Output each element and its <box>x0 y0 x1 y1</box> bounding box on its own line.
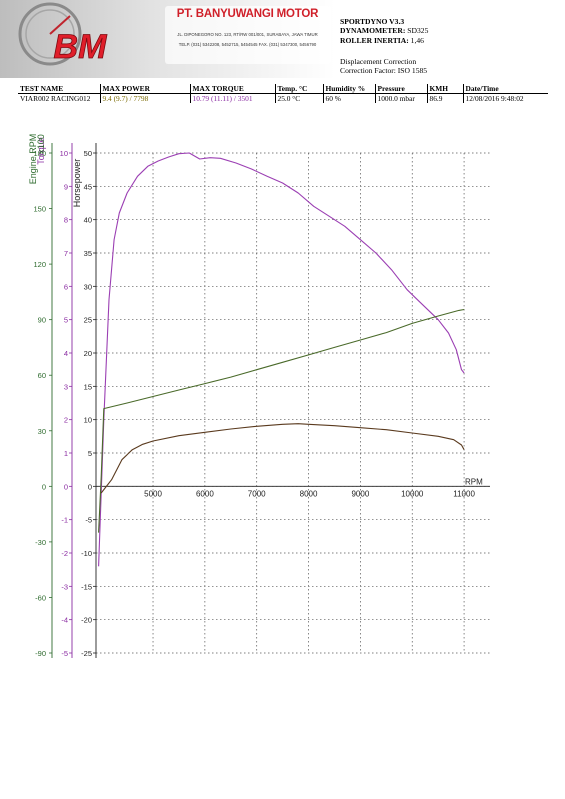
cell-pressure: 1000.0 mbar <box>374 93 427 103</box>
speedometer-icon <box>18 2 82 66</box>
torque-tick-label: 10 <box>60 149 68 158</box>
horsepower-tick-label: 20 <box>84 349 92 358</box>
torque-tick-label: 4 <box>64 349 68 358</box>
x-tick-label: 5000 <box>144 489 162 498</box>
correction-factor: Correction Factor: ISO 1585 <box>340 66 428 75</box>
results-data-row: VIAR002 RACING012 9.4 (9.7) / 7798 10.79… <box>18 93 548 103</box>
horsepower-tick-label: -5 <box>85 516 92 525</box>
horsepower-axis-title: Horsepower <box>72 159 82 208</box>
series-line-2 <box>100 423 465 494</box>
dynamometer-info: DYNAMOMETER: SD325 <box>340 26 429 35</box>
header-temp: Temp. °C <box>274 84 323 94</box>
torque-tick-label: 5 <box>64 316 68 325</box>
displacement-correction: Displacement Correction <box>340 57 417 66</box>
engine-rpm-tick-label: 150 <box>33 205 46 214</box>
engine-rpm-tick-label: 0 <box>42 482 46 491</box>
torque-tick-label: 7 <box>64 249 68 258</box>
horsepower-tick-label: 0 <box>88 482 92 491</box>
torque-tick-label: 2 <box>64 416 68 425</box>
dyno-chart: 5000 6000 7000 8000 9000 10000 11000RPM5045403… <box>28 134 490 658</box>
cell-max-torque: 10.79 (11.11) / 3501 <box>189 93 275 103</box>
header-datetime: Date/Time <box>462 84 548 94</box>
cell-max-power: 9.4 (9.7) / 7798 <box>99 93 190 103</box>
series-line-3 <box>98 308 465 533</box>
torque-tick-label: -1 <box>61 516 68 525</box>
engine-rpm-tick-label: -30 <box>35 538 46 547</box>
x-tick-label: 11000 <box>453 489 475 498</box>
chart-axes: 5000 6000 7000 8000 9000 10000 11000RPM5045403… <box>28 134 490 658</box>
horsepower-tick-label: -25 <box>81 649 92 658</box>
x-tick-label: 7000 <box>248 489 266 498</box>
torque-tick-label: -2 <box>61 549 68 558</box>
engine-rpm-tick-label: 180 <box>33 149 46 158</box>
horsepower-tick-label: -15 <box>81 582 92 591</box>
company-address-line-2: TELP. (031) 5342208, 5452715, 5454545 FA… <box>178 42 317 47</box>
dealer-logo-banner: BM PT. BANYUWANGI MOTOR JL. DIPONEGORO N… <box>0 0 335 80</box>
torque-tick-label: 1 <box>64 449 68 458</box>
horsepower-tick-label: 30 <box>84 282 92 291</box>
header-max-torque: MAX TORQUE <box>189 84 275 94</box>
x-tick-label: 9000 <box>351 489 369 498</box>
engine-rpm-tick-label: -60 <box>35 593 46 602</box>
company-address-line-1: JL. DIPONEGORO NO. 123, RT/RW 001/001, S… <box>177 32 318 37</box>
cell-temp: 25.0 °C <box>274 93 323 103</box>
torque-tick-label: -5 <box>61 649 68 658</box>
software-name: SPORTDYNO V3.3 <box>340 17 405 26</box>
horsepower-tick-label: 5 <box>88 449 92 458</box>
engine-rpm-tick-label: 30 <box>38 427 46 436</box>
horsepower-tick-label: 40 <box>84 216 92 225</box>
horsepower-tick-label: 50 <box>84 149 92 158</box>
torque-tick-label: 9 <box>64 182 68 191</box>
engine-rpm-axis-sublabel: x100 <box>36 134 46 154</box>
cell-kmh: 86.9 <box>426 93 463 103</box>
horsepower-tick-label: 45 <box>84 182 92 191</box>
torque-axis-title: Torque <box>36 137 46 165</box>
horsepower-tick-label: 25 <box>84 316 92 325</box>
results-header-row: TEST NAME MAX POWER MAX TORQUE Temp. °C … <box>18 84 548 94</box>
cell-datetime: 12/08/2016 9:48:02 <box>462 93 548 103</box>
engine-rpm-tick-label: 120 <box>33 260 46 269</box>
header-pressure: Pressure <box>374 84 427 94</box>
logo-text: BM <box>54 28 108 66</box>
horsepower-tick-label: 10 <box>84 416 92 425</box>
roller-inertia-info: ROLLER INERTIA: 1,46 <box>340 36 424 45</box>
torque-tick-label: -3 <box>61 582 68 591</box>
header-humidity: Humidity % <box>322 84 375 94</box>
x-tick-label: 8000 <box>300 489 318 498</box>
torque-tick-label: 3 <box>64 382 68 391</box>
horsepower-tick-label: 35 <box>84 249 92 258</box>
engine-rpm-tick-label: -90 <box>35 649 46 658</box>
header-test-name: TEST NAME <box>18 84 100 94</box>
series-line-1 <box>98 152 465 567</box>
horsepower-tick-label: 15 <box>84 382 92 391</box>
cell-test-name: VIAR002 RACING012 <box>20 94 91 103</box>
company-box: PT. BANYUWANGI MOTOR JL. DIPONEGORO NO. … <box>165 8 330 64</box>
horsepower-tick-label: -10 <box>81 549 92 558</box>
header-max-power: MAX POWER <box>99 84 190 94</box>
torque-tick-label: 8 <box>64 216 68 225</box>
header-kmh: KMH <box>426 84 463 94</box>
engine-rpm-axis-title: Engine RPM <box>28 134 38 185</box>
engine-rpm-tick-label: 90 <box>38 316 46 325</box>
x-tick-label: 10000 <box>401 489 424 498</box>
torque-tick-label: 6 <box>64 282 68 291</box>
torque-tick-label: 0 <box>64 482 68 491</box>
engine-rpm-tick-label: 60 <box>38 371 46 380</box>
horsepower-tick-label: -20 <box>81 616 92 625</box>
report-header: BM PT. BANYUWANGI MOTOR JL. DIPONEGORO N… <box>0 0 565 80</box>
torque-tick-label: -4 <box>61 616 68 625</box>
chart-series <box>98 152 465 567</box>
x-axis-title: RPM <box>465 477 483 486</box>
results-table: TEST NAME MAX POWER MAX TORQUE Temp. °C … <box>18 84 548 103</box>
cell-humidity: 60 % <box>322 93 375 103</box>
chart-grid <box>96 152 490 654</box>
company-name: PT. BANYUWANGI MOTOR <box>176 8 319 20</box>
x-tick-label: 6000 <box>196 489 214 498</box>
